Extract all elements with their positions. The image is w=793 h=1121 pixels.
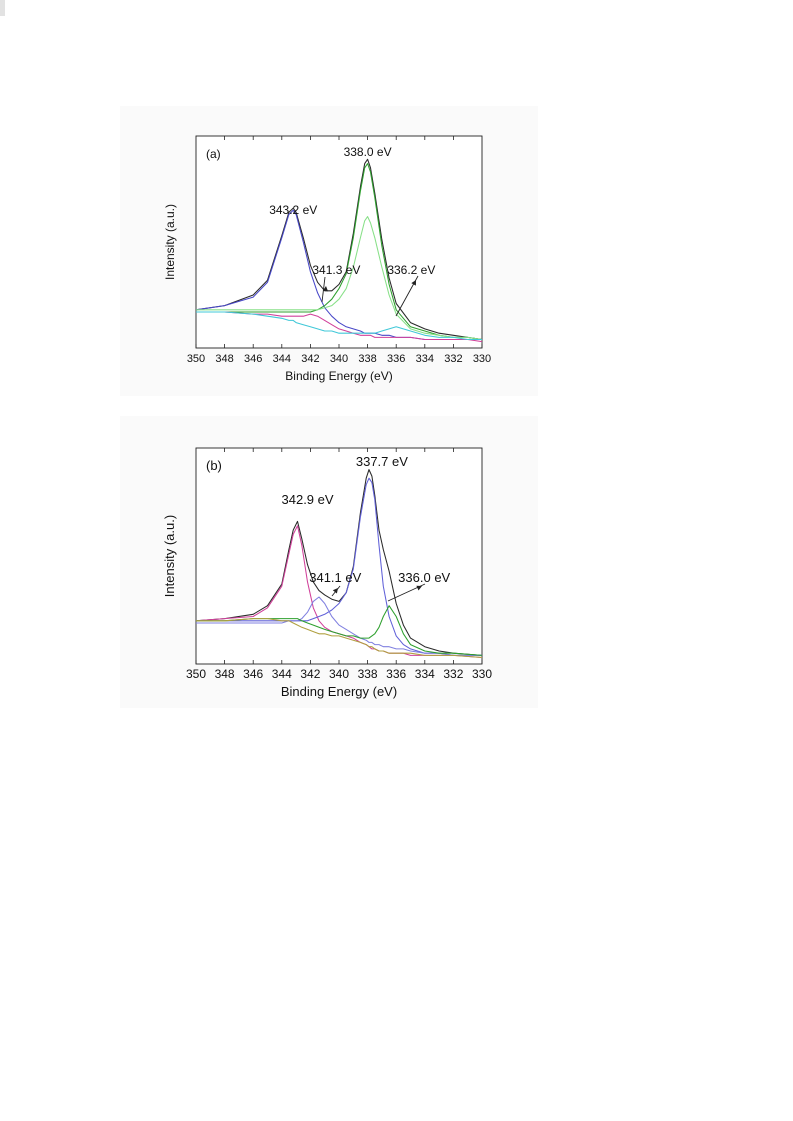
xps-chart-panel-b: 350 348 346 344 342 340 338 336 334 332 330 Binding… (120, 416, 538, 708)
x-tick-label: 332 (443, 667, 463, 681)
x-tick-label: 338 (358, 667, 378, 681)
peak-annotation: 341.3 eV (312, 263, 360, 277)
x-tick-label: 332 (444, 353, 462, 365)
x-tick-label: 336 (386, 667, 406, 681)
x-tick-label: 340 (329, 667, 349, 681)
x-tick-label: 330 (472, 667, 492, 681)
x-tick-label: 342 (301, 353, 319, 365)
peak-annotation: 341.1 eV (309, 570, 361, 585)
panel-label: (a) (206, 147, 221, 161)
y-axis-label: Intensity (a.u.) (162, 515, 177, 597)
peak-annotation: 342.9 eV (282, 492, 334, 507)
x-tick-label: 348 (215, 667, 235, 681)
peak-annotation: 336.2 eV (387, 263, 435, 277)
page-corner-mark (0, 0, 5, 16)
annotation-arrow-head (411, 280, 416, 286)
series-line-6 (196, 618, 483, 659)
x-tick-label: 342 (300, 667, 320, 681)
x-tick-label: 348 (215, 353, 233, 365)
series-line-6 (196, 311, 482, 341)
series-line-5 (196, 311, 483, 343)
annotation-arrow-head (416, 585, 422, 591)
x-tick-label: 336 (387, 353, 405, 365)
x-tick-label: 330 (473, 353, 491, 365)
series-line-1 (195, 158, 483, 341)
x-tick-label: 338 (358, 353, 376, 365)
series-line-3 (196, 163, 483, 341)
annotation-arrow-head (332, 588, 338, 594)
annotation-arrow-line (321, 276, 326, 303)
plot-frame (195, 135, 483, 349)
x-tick-label: 340 (330, 353, 348, 365)
series-line-4 (196, 216, 483, 341)
x-tick-label: 344 (273, 353, 291, 365)
x-tick-label: 346 (243, 667, 263, 681)
x-tick-label: 346 (244, 353, 262, 365)
x-axis-label: Binding Energy (eV) (285, 369, 392, 383)
peak-annotation: 336.0 eV (398, 570, 450, 585)
peak-annotation: 337.7 eV (356, 454, 408, 469)
x-tick-label: 350 (186, 667, 206, 681)
peak-annotation: 343.2 eV (269, 203, 317, 217)
annotation-arrow-head (322, 286, 328, 292)
panel-label: (b) (206, 458, 222, 473)
series-line-5 (196, 605, 483, 656)
x-tick-label: 334 (415, 667, 435, 681)
plot-frame (195, 447, 483, 665)
y-axis-label: Intensity (a.u.) (163, 204, 177, 280)
x-axis-label: Binding Energy (eV) (281, 684, 397, 699)
xps-chart-a: 350 348 346 344 342 340 338 336 334 332 330 Binding… (163, 135, 491, 383)
x-tick-label: 350 (187, 353, 205, 365)
x-tick-label: 344 (272, 667, 292, 681)
x-tick-label: 334 (416, 353, 434, 365)
xps-chart-panel-a: 350 348 346 344 342 340 338 336 334 332 330 Binding… (120, 106, 538, 396)
peak-annotation: 338.0 eV (344, 145, 392, 159)
xps-chart-b: 350 348 346 344 342 340 338 336 334 332 330 Binding… (162, 447, 492, 699)
